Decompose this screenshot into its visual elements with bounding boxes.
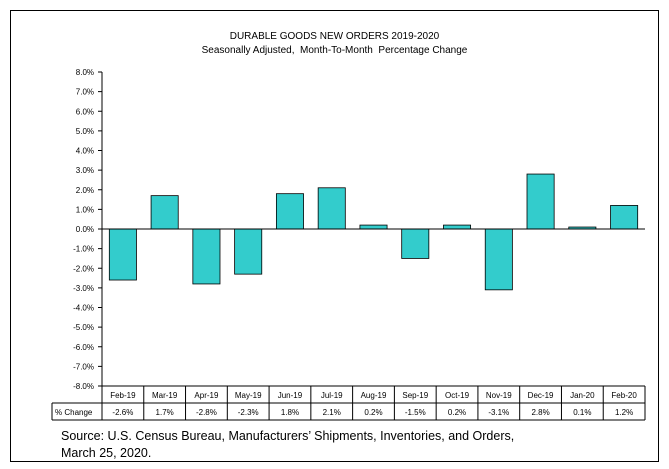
x-tick-label-Feb-19: Feb-19 [110,391,136,400]
y-tick-label: -8.0% [73,382,94,391]
x-tick-label-Jul-19: Jul-19 [321,391,343,400]
data-label-Oct-19: 0.2% [448,408,466,417]
data-label-Nov-19: -3.1% [488,408,509,417]
data-label-Mar-19: 1.7% [156,408,174,417]
y-tick-label: -2.0% [73,264,94,273]
x-tick-label-Oct-19: Oct-19 [445,391,470,400]
y-tick-label: -5.0% [73,323,94,332]
x-tick-label-Mar-19: Mar-19 [152,391,178,400]
bar-Jun-19 [275,193,304,230]
data-label-Feb-19: -2.6% [112,408,133,417]
bar-Dec-19 [526,173,555,230]
source-line-2: March 25, 2020. [61,446,152,460]
y-tick-label: -6.0% [73,343,94,352]
x-tick-label-Dec-19: Dec-19 [528,391,554,400]
x-tick-label-Feb-20: Feb-20 [611,391,637,400]
data-label-Jan-20: 0.1% [573,408,591,417]
bar-Apr-19 [192,228,221,285]
data-label-Apr-19: -2.8% [196,408,217,417]
chart-subtitle: Seasonally Adjusted, Month-To-Month Perc… [201,45,468,56]
y-tick-label: 2.0% [76,186,94,195]
x-tick-label-Apr-19: Apr-19 [194,391,219,400]
data-label-Jun-19: 1.8% [281,408,299,417]
y-tick-label: -3.0% [73,284,94,293]
y-tick-label: -1.0% [73,245,94,254]
chart-title: DURABLE GOODS NEW ORDERS 2019-2020 [229,31,440,42]
bar-Sep-19 [401,228,430,259]
y-tick-label: 1.0% [76,205,94,214]
source-note: Source: U.S. Census Bureau, Manufacturer… [61,428,641,462]
y-tick-label: 0.0% [76,225,94,234]
data-label-Jul-19: 2.1% [323,408,341,417]
y-tick-label: 4.0% [76,147,94,156]
y-tick-label: -7.0% [73,362,94,371]
x-tick-label-Jan-20: Jan-20 [570,391,595,400]
data-label-Sep-19: -1.5% [405,408,426,417]
chart-plot: 8.0% 7.0% 6.0% 5.0% 4.0% 3.0% 2.0% 1.0% 0.0% -1.0… [51,68,646,421]
data-label-May-19: -2.3% [238,408,259,417]
x-tick-label-May-19: May-19 [235,391,262,400]
bar-Aug-19 [359,224,388,230]
source-line-1: Source: U.S. Census Bureau, Manufacturer… [61,429,515,443]
bar-Feb-20 [610,205,639,230]
y-tick-label: 8.0% [76,68,94,77]
y-tick-label: 7.0% [76,88,94,97]
y-tick-label: 6.0% [76,107,94,116]
data-label-Feb-20: 1.2% [615,408,633,417]
bar-Jul-19 [317,187,346,230]
table-row-label: % Change [55,408,93,417]
y-tick-label: 5.0% [76,127,94,136]
x-tick-label-Nov-19: Nov-19 [486,391,512,400]
x-tick-label-Aug-19: Aug-19 [361,391,387,400]
bar-Mar-19 [150,195,179,230]
x-tick-label-Jun-19: Jun-19 [278,391,303,400]
bar-May-19 [234,228,263,275]
bar-Oct-19 [443,224,472,230]
x-tick-label-Sep-19: Sep-19 [402,391,428,400]
y-tick-label: 3.0% [76,166,94,175]
bar-Nov-19 [484,228,513,291]
data-label-Aug-19: 0.2% [364,408,382,417]
bar-Feb-19 [108,228,137,281]
y-tick-label: -4.0% [73,304,94,313]
data-label-Dec-19: 2.8% [531,408,549,417]
